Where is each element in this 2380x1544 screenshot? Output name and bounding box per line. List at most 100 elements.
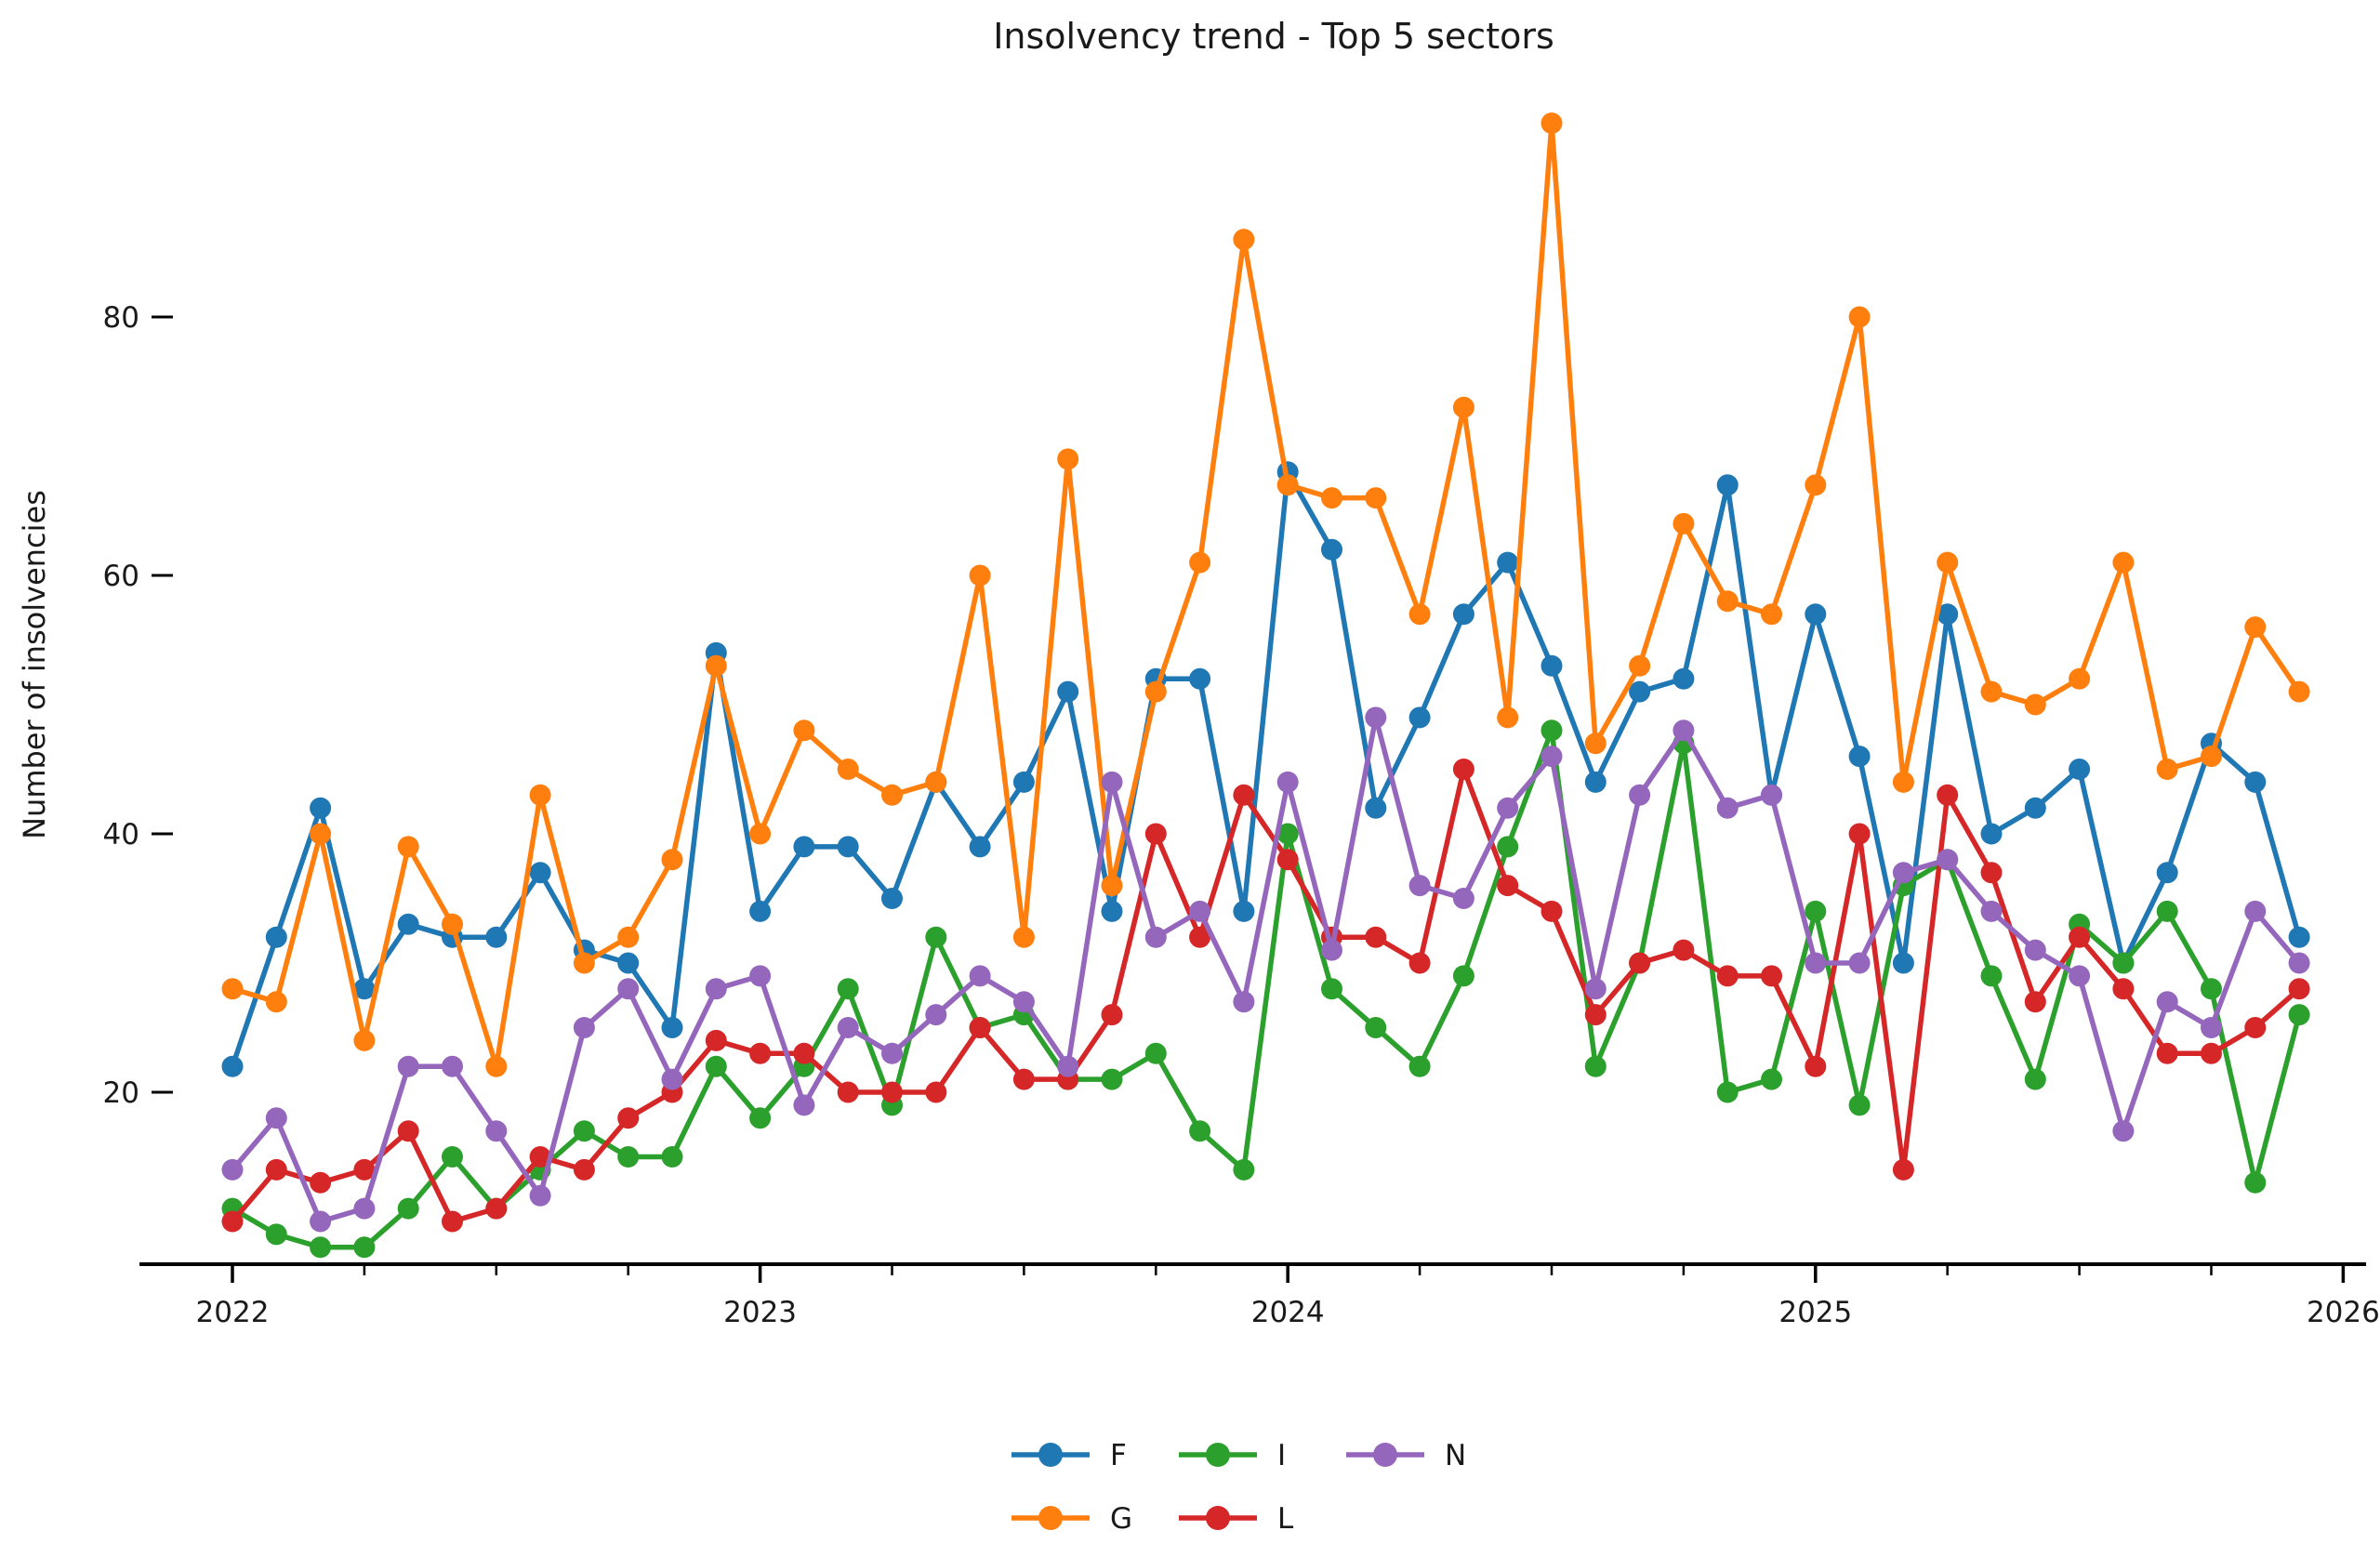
data-point-G-2024-11	[1716, 590, 1739, 613]
data-point-N-2024-06	[1497, 797, 1519, 819]
data-point-F-2024-05	[1452, 603, 1474, 626]
data-point-F-2025-12	[2288, 926, 2310, 948]
data-point-I-2024-03	[1365, 1017, 1387, 1038]
data-point-F-2024-06	[1497, 551, 1519, 574]
data-point-G-2023-06	[969, 564, 991, 587]
data-point-G-2025-08	[2112, 551, 2135, 574]
data-point-G-2025-05	[1980, 680, 2003, 703]
data-point-F-2025-04	[1937, 603, 1959, 626]
data-point-N-2023-08	[1057, 1055, 1079, 1077]
data-point-F-2022-08	[529, 862, 551, 884]
data-point-L-2022-02	[265, 1158, 287, 1181]
data-point-N-2024-03	[1365, 706, 1387, 729]
data-point-N-2022-04	[353, 1197, 376, 1220]
data-point-N-2022-09	[573, 1017, 595, 1038]
data-point-I-2025-02	[1848, 1094, 1871, 1116]
data-point-N-2025-03	[1892, 862, 1914, 884]
legend-marker-L	[1206, 1506, 1230, 1530]
data-point-G-2025-09	[2156, 759, 2178, 780]
data-point-N-2022-10	[617, 978, 640, 1000]
data-point-L-2024-06	[1497, 875, 1519, 897]
y-tick-label: 20	[103, 1076, 139, 1110]
data-point-G-2023-09	[1101, 875, 1123, 897]
data-point-N-2025-04	[1937, 849, 1959, 871]
data-point-N-2025-12	[2288, 952, 2310, 974]
x-tick-label: 2023	[723, 1296, 797, 1329]
data-point-N-2025-02	[1848, 952, 1871, 974]
data-point-F-2024-10	[1673, 667, 1695, 690]
data-point-G-2024-03	[1365, 487, 1387, 509]
data-point-I-2022-11	[661, 1146, 683, 1168]
data-point-L-2023-07	[1012, 1068, 1035, 1090]
data-point-G-2022-12	[705, 654, 727, 677]
data-point-F-2023-03	[837, 836, 859, 858]
x-tick-label: 2025	[1778, 1296, 1852, 1329]
data-point-N-2022-02	[265, 1107, 287, 1129]
data-point-L-2023-05	[925, 1081, 947, 1103]
data-point-G-2022-04	[353, 1029, 376, 1051]
data-point-I-2025-12	[2288, 1004, 2310, 1026]
data-point-N-2022-01	[221, 1158, 244, 1181]
data-point-I-2024-05	[1452, 965, 1474, 987]
data-point-G-2023-01	[749, 823, 772, 845]
data-point-G-2022-10	[617, 926, 640, 948]
data-point-L-2025-08	[2112, 978, 2135, 1000]
data-point-G-2025-03	[1892, 771, 1914, 793]
data-point-L-2025-06	[2024, 991, 2046, 1013]
data-point-G-2023-03	[837, 759, 859, 780]
data-point-G-2024-09	[1629, 654, 1651, 677]
data-point-G-2025-07	[2069, 667, 2091, 690]
data-point-G-2024-04	[1408, 603, 1431, 626]
data-point-N-2023-01	[749, 965, 772, 987]
legend-marker-I	[1206, 1443, 1230, 1467]
data-point-G-2022-06	[442, 913, 463, 935]
data-point-L-2025-01	[1805, 1055, 1827, 1077]
data-point-I-2023-05	[925, 926, 947, 948]
data-point-F-2023-11	[1189, 667, 1211, 690]
data-point-N-2023-02	[793, 1094, 815, 1116]
data-point-L-2025-12	[2288, 978, 2310, 1000]
data-point-F-2025-03	[1892, 952, 1914, 974]
data-point-F-2022-01	[221, 1055, 244, 1077]
data-point-I-2025-06	[2024, 1068, 2046, 1090]
chart-title: Insolvency trend - Top 5 sectors	[993, 16, 1554, 57]
data-point-I-2022-12	[705, 1055, 727, 1077]
data-point-N-2023-03	[837, 1017, 859, 1038]
data-point-L-2023-04	[881, 1081, 903, 1103]
data-point-N-2024-04	[1408, 875, 1431, 897]
data-point-L-2024-01	[1276, 849, 1299, 871]
data-point-F-2023-07	[1012, 771, 1035, 793]
data-point-G-2025-12	[2288, 680, 2310, 703]
data-point-G-2022-11	[661, 849, 683, 871]
legend-marker-F	[1038, 1443, 1063, 1467]
data-point-L-2023-12	[1233, 784, 1255, 806]
data-point-I-2022-03	[310, 1236, 332, 1259]
data-point-G-2025-11	[2244, 616, 2267, 639]
data-point-N-2024-08	[1584, 978, 1606, 1000]
data-point-F-2022-02	[265, 926, 287, 948]
data-point-I-2022-06	[442, 1146, 463, 1168]
y-tick-label: 40	[103, 818, 139, 851]
data-point-G-2023-10	[1144, 680, 1167, 703]
data-point-I-2023-01	[749, 1107, 772, 1129]
data-point-I-2025-10	[2201, 978, 2222, 1000]
data-point-L-2025-10	[2201, 1042, 2222, 1064]
data-point-N-2023-07	[1012, 991, 1035, 1013]
data-point-N-2022-07	[485, 1120, 508, 1142]
data-point-F-2025-06	[2024, 797, 2046, 819]
data-point-N-2024-12	[1761, 784, 1782, 806]
data-point-G-2022-01	[221, 978, 244, 1000]
data-point-I-2024-07	[1540, 719, 1563, 742]
data-point-L-2024-12	[1761, 965, 1782, 987]
data-point-G-2023-11	[1189, 551, 1211, 574]
data-point-N-2023-09	[1101, 771, 1123, 793]
data-point-G-2024-07	[1540, 112, 1563, 134]
data-point-N-2023-06	[969, 965, 991, 987]
data-point-F-2024-09	[1629, 680, 1651, 703]
data-point-F-2022-04	[353, 978, 376, 1000]
data-point-G-2024-10	[1673, 512, 1695, 534]
data-point-G-2024-12	[1761, 603, 1782, 626]
data-point-L-2023-06	[969, 1017, 991, 1038]
data-point-L-2025-05	[1980, 862, 2003, 884]
